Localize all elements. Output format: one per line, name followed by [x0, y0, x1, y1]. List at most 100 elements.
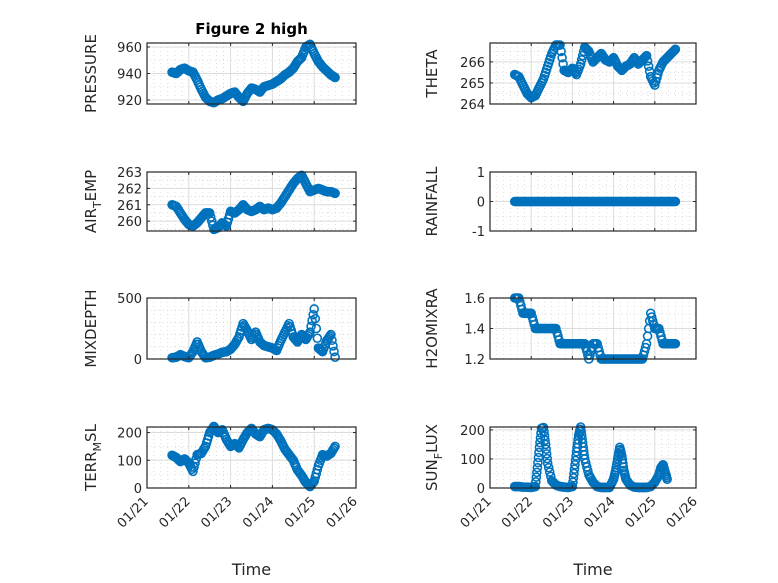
y-axis-label: PRESSURE	[82, 34, 100, 113]
data-point	[570, 455, 581, 466]
data-point	[535, 437, 545, 448]
subplot-1: 920 940 960 PRESSURE Figure 2 high	[82, 20, 357, 113]
y-tick-label: 1.6	[464, 292, 485, 307]
data-point	[309, 304, 320, 314]
data-point	[311, 323, 322, 334]
subplot-5: 0 500 MIXDEPTH	[82, 289, 357, 368]
y-tick-label: 200	[117, 427, 142, 442]
y-tick-label: 500	[117, 292, 142, 307]
data-point	[330, 188, 340, 199]
x-tick-label: 01/26	[324, 494, 361, 531]
y-axis-label: AIRTEMP	[82, 170, 104, 233]
axes-box	[146, 297, 357, 360]
x-tick-label: 01/23	[540, 494, 577, 531]
data-point	[670, 44, 681, 55]
axes-box	[146, 426, 357, 489]
data-point	[328, 341, 338, 351]
data-point	[541, 444, 551, 454]
x-tick-label: 01/21	[458, 494, 495, 531]
data-point	[668, 46, 679, 57]
y-tick-label: 0	[477, 196, 485, 211]
data-point	[330, 72, 340, 83]
data-point	[557, 52, 567, 63]
x-axis-label: Time	[572, 560, 612, 579]
data-point	[533, 452, 544, 463]
data-point	[662, 474, 672, 485]
subplot-8: 01/21 01/22 01/23 01/24 01/25 01/26 0 100 200 SUN…	[423, 422, 701, 579]
y-tick-label: 261	[117, 199, 142, 214]
data-point	[326, 329, 336, 340]
y-tick-label: 1	[477, 166, 485, 181]
y-tick-label: 1.2	[464, 353, 485, 368]
data-point	[555, 40, 565, 50]
data-point	[532, 467, 542, 478]
y-tick-label: -1	[472, 225, 485, 240]
x-tick-label: 01/26	[664, 494, 701, 531]
y-tick-label: 263	[117, 166, 142, 181]
axes-box	[489, 42, 697, 105]
data-point	[542, 458, 553, 469]
y-tick-label: 262	[117, 182, 142, 197]
axes-box	[489, 426, 697, 489]
x-tick-label: 01/24	[581, 494, 618, 531]
subplot-7: 01/21 01/22 01/23 01/24 01/25 01/26 0 100 200 TER…	[82, 421, 361, 579]
y-axis-label: SUNFLUX	[423, 424, 445, 491]
data-point	[569, 468, 579, 479]
y-axis-label: TERRMSL	[82, 423, 104, 492]
y-tick-label: 260	[117, 215, 142, 230]
data-point	[540, 435, 550, 446]
x-tick-label: 01/25	[623, 494, 660, 531]
data-point	[541, 449, 552, 459]
subplot-6: 1.2 1.4 1.6 H2OMIXRA	[423, 288, 697, 369]
x-tick-label: 01/23	[198, 494, 235, 531]
data-point	[556, 46, 566, 57]
data-point	[327, 335, 337, 346]
y-axis-label: MIXDEPTH	[82, 289, 100, 367]
data-point	[670, 196, 681, 207]
data-point	[531, 472, 542, 482]
data-point	[542, 453, 552, 464]
data-point	[532, 462, 543, 473]
data-point	[570, 459, 580, 470]
data-point	[543, 462, 554, 473]
data-point	[531, 477, 541, 487]
y-tick-label: 100	[117, 454, 142, 469]
data-point	[329, 346, 339, 357]
data-point	[575, 59, 586, 69]
y-tick-label: 1.4	[464, 323, 485, 338]
x-tick-label: 01/22	[157, 494, 194, 531]
x-tick-label: 01/22	[499, 494, 536, 531]
y-tick-label: 960	[117, 41, 142, 56]
data-point	[330, 352, 340, 362]
data-point	[643, 61, 654, 71]
data-point	[641, 50, 652, 61]
y-tick-label: 265	[460, 77, 485, 92]
data-point	[670, 338, 681, 349]
data-point	[310, 313, 321, 324]
y-tick-label: 0	[477, 482, 485, 497]
y-tick-label: 200	[460, 424, 485, 439]
subplot-4: -1 0 1 RAINFALL	[423, 166, 697, 240]
x-tick-label: 01/24	[240, 494, 277, 531]
data-point	[312, 464, 323, 475]
data-point	[669, 45, 680, 56]
y-axis-label: RAINFALL	[423, 166, 441, 237]
data-point	[306, 321, 316, 332]
x-tick-label: 01/25	[282, 494, 319, 531]
data-point	[582, 44, 592, 55]
data-point	[642, 56, 653, 66]
data-point	[540, 439, 551, 450]
x-tick-label: 01/21	[115, 494, 152, 531]
y-tick-label: 0	[134, 353, 142, 368]
data-point	[640, 342, 651, 353]
axes-box	[146, 171, 357, 232]
y-tick-label: 266	[460, 56, 485, 71]
y-axis-label: THETA	[423, 49, 441, 99]
data-point	[330, 441, 340, 452]
chart-title: Figure 2 high	[195, 20, 308, 38]
data-point	[533, 457, 543, 468]
y-tick-label: 920	[117, 94, 142, 109]
y-tick-label: 264	[460, 98, 485, 113]
data-point	[568, 477, 578, 487]
